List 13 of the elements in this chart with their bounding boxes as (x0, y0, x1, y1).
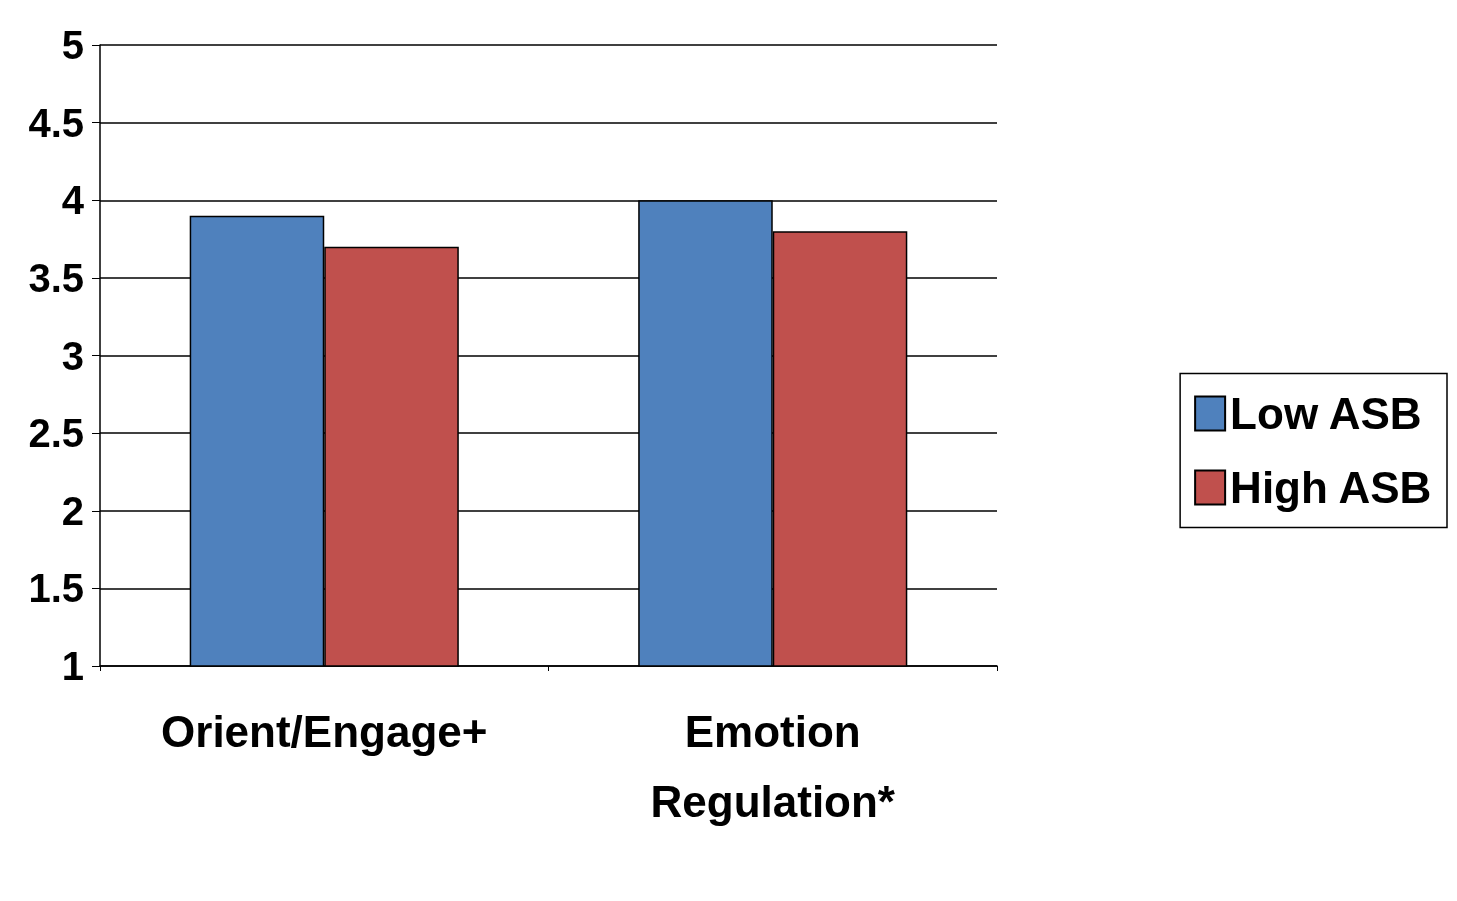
y-tick-label: 2 (61, 488, 84, 533)
y-tick-label: 4.5 (28, 100, 84, 145)
y-tick-label: 3 (61, 333, 84, 378)
legend-label: Low ASB (1230, 389, 1422, 438)
y-tick-label: 4 (61, 178, 85, 223)
legend-label: High ASB (1230, 463, 1432, 512)
y-tick-label: 3.5 (28, 255, 84, 300)
x-tick-label: Orient/Engage+ (161, 706, 488, 756)
x-tick-label: Emotion Regulation* (650, 706, 896, 826)
y-tick-label: 1 (61, 644, 84, 688)
y-tick-label: 2.5 (28, 411, 84, 456)
y-tick-label: 5 (61, 23, 84, 67)
y-tick-label: 1.5 (28, 566, 84, 611)
